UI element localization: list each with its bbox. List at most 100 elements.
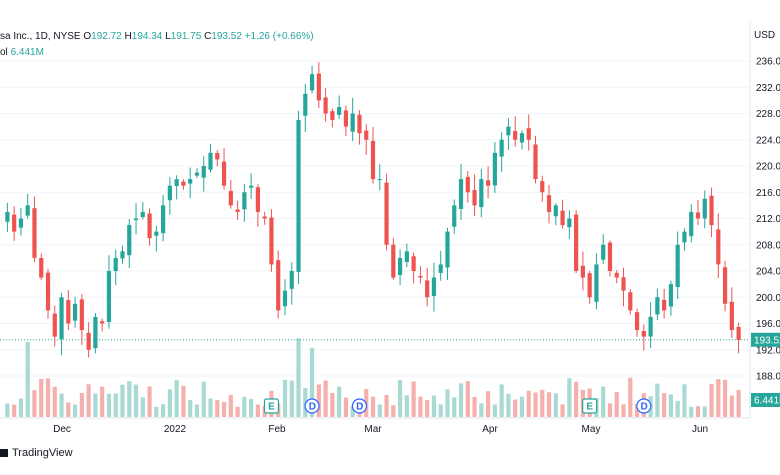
- y-tick-label: 196.00: [756, 319, 780, 330]
- earnings-marker-icon[interactable]: [582, 398, 598, 414]
- volume-bar: [208, 398, 213, 417]
- volume-bar: [5, 403, 10, 417]
- candle-body: [560, 210, 565, 226]
- volume-bar: [452, 397, 457, 417]
- volume-bar: [472, 396, 477, 417]
- volume-bar: [215, 400, 220, 417]
- candle-body: [397, 257, 403, 276]
- volume-bar: [574, 381, 579, 417]
- volume-bar: [431, 395, 437, 417]
- candle-body: [330, 111, 335, 121]
- volume-bar: [411, 381, 416, 417]
- legend-low-value: 191.75: [170, 31, 202, 42]
- volume-bar: [242, 396, 247, 417]
- candle-body: [729, 301, 734, 331]
- tradingview-footer[interactable]: TradingView: [0, 447, 73, 459]
- legend-high-label: H: [124, 31, 132, 42]
- volume-bar: [181, 385, 186, 417]
- volume-bar: [370, 396, 376, 417]
- candle-body: [628, 292, 633, 311]
- y-tick-label: 192.00: [756, 345, 780, 356]
- candle-body: [519, 133, 525, 143]
- candle-body: [634, 312, 640, 331]
- volume-bar: [32, 390, 37, 417]
- volume-bar: [513, 399, 518, 417]
- candle-body: [641, 330, 646, 337]
- candle-body: [458, 179, 464, 209]
- candle-body: [574, 214, 579, 271]
- candle-body: [140, 211, 145, 218]
- candle-body: [235, 209, 240, 212]
- candle-body: [127, 225, 132, 256]
- y-tick-label: 204.00: [756, 267, 780, 278]
- volume-bar: [722, 379, 728, 417]
- y-tick-label: 216.00: [756, 188, 780, 199]
- volume-bar: [52, 386, 57, 417]
- legend-change: +1.26 (+0.66%): [244, 31, 314, 42]
- volume-bar: [12, 404, 17, 417]
- candle-body: [445, 231, 450, 268]
- event-marker-label: E: [268, 402, 275, 413]
- volume-bar: [675, 400, 680, 417]
- candle-body: [45, 272, 51, 311]
- legend-volume-value: 6.441M: [10, 47, 44, 58]
- volume-bar: [682, 384, 687, 417]
- candle-body: [465, 176, 470, 193]
- volume-bar: [689, 406, 694, 417]
- volume-bar: [120, 384, 125, 417]
- volume-bar: [86, 384, 91, 417]
- candle-body: [655, 297, 660, 315]
- volume-bar: [140, 397, 145, 417]
- volume-bar: [465, 381, 470, 417]
- volume-bar: [607, 403, 613, 417]
- volume-bar: [702, 406, 707, 417]
- candle-body: [262, 216, 267, 219]
- volume-bar: [282, 379, 288, 417]
- volume-bar: [540, 389, 545, 417]
- volume-bar: [228, 394, 233, 417]
- volume-bar: [458, 383, 464, 417]
- y-tick-label: 212.00: [756, 214, 780, 225]
- x-tick-label: May: [582, 424, 601, 435]
- x-tick-label: Feb: [268, 424, 286, 435]
- y-tick-label: 228.00: [756, 109, 780, 120]
- volume-bar: [438, 404, 443, 417]
- candle-body: [282, 290, 288, 307]
- candle-body: [174, 179, 179, 187]
- candle-body: [79, 299, 84, 331]
- dividend-marker-icon[interactable]: [636, 398, 652, 414]
- candle-body: [438, 264, 443, 273]
- volume-bar: [113, 393, 118, 417]
- legend-open-label: O: [83, 31, 92, 42]
- volume-bar: [343, 397, 349, 417]
- candle-body: [553, 205, 558, 217]
- candle-body: [722, 267, 728, 304]
- candle-body: [343, 110, 349, 127]
- volume-bar: [384, 394, 389, 417]
- volume-bar: [167, 389, 172, 417]
- y-tick-label: 208.00: [756, 240, 780, 251]
- candle-body: [32, 208, 37, 258]
- volume-bar: [147, 386, 152, 417]
- volume-bar: [506, 393, 511, 417]
- candle-body: [276, 260, 281, 311]
- candle-body: [133, 218, 139, 221]
- y-tick-label: 232.00: [756, 83, 780, 94]
- volume-bar: [404, 395, 409, 417]
- last-price-label: 193.52: [754, 335, 780, 346]
- volume-bar: [93, 393, 98, 417]
- candle-body: [506, 126, 511, 136]
- volume-bar: [662, 393, 667, 417]
- candle-body: [702, 198, 707, 219]
- candle-body: [350, 113, 355, 132]
- dividend-marker-icon[interactable]: [304, 398, 320, 414]
- candle-body: [540, 181, 545, 193]
- volume-bar: [397, 379, 403, 417]
- earnings-marker-icon[interactable]: [263, 398, 280, 414]
- candle-body: [614, 272, 619, 278]
- candle-body: [221, 161, 227, 186]
- volume-bar: [655, 383, 660, 417]
- dividend-marker-icon[interactable]: [351, 398, 368, 414]
